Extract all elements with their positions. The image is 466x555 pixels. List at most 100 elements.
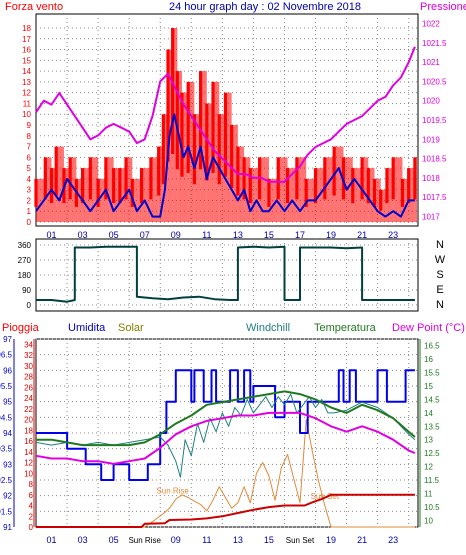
humidity-tick-label: 92.5 [0,476,13,485]
rain-tick-label: 2 [29,512,34,521]
temperature-tick-label: 12.5 [424,449,440,458]
x-tick-label: 17 [295,230,305,240]
pressure-axis-ticks: 1017 1017.5 1018 1018.5 1019 1019.5 1020 1020.5… [422,20,447,222]
solar-axis-title: Solar [118,322,144,334]
temperature-tick-label: 16 [424,355,433,364]
x-tick-label: 21 [357,230,367,240]
rain-tick-label: 8 [29,480,34,489]
gust-bar [231,125,238,222]
humidity-tick-label: 94 [3,429,12,438]
temperature-tick-label: 13.5 [424,422,440,431]
gust-bar [250,168,260,222]
gust-bar [163,114,168,222]
wind-tick-label: 17 [22,35,31,44]
dewpoint-axis-title: Dew Point (°C) [392,322,465,334]
rain-tick-label: 6 [29,491,34,500]
wind-tick-label: 2 [27,196,32,205]
gust-bar [82,168,91,222]
weather-panel-x-ticks: 01 03 05 Sun Rise 09 11 13 15 Sun Set 19 21 23 [47,535,399,545]
gust-bar [219,114,226,222]
dewpoint-line [35,411,416,465]
gust-bar [200,71,207,222]
gust-bar [368,168,375,222]
gust-bar [56,146,64,222]
temperature-tick-label: 15.5 [424,369,440,378]
pressure-tick-label: 1018 [422,174,440,183]
direction-tick-label: 90 [22,286,31,295]
direction-line [36,245,415,303]
gust-bar [225,92,232,223]
wind-tick-label: 1 [27,207,32,216]
rain-axis-title: Pioggia [2,322,40,334]
pressure-tick-label: 1019.5 [422,116,447,125]
compass-label: N [436,299,444,311]
gust-bar [402,178,409,222]
wind-tick-label: 6 [27,153,32,162]
temperature-tick-label: 15 [424,382,433,391]
gust-bar [113,168,120,222]
temperature-tick-label: 10 [424,516,433,525]
gust-bar [172,28,178,222]
pressure-tick-label: 1020 [422,97,440,106]
gust-bar [98,178,106,222]
gust-bar [141,168,151,222]
gust-bar [334,146,344,222]
pressure-tick-label: 1018.5 [422,155,447,164]
wind-tick-label: 13 [22,78,31,87]
gust-bar [90,157,99,222]
gust-bar [206,103,214,222]
solar-line [36,419,415,528]
humidity-tick-label: 93 [3,460,12,469]
x-tick-label: 13 [233,535,243,545]
wind-tick-label: 3 [27,186,32,195]
gust-bar [380,189,387,222]
wind-tick-label: 15 [22,56,31,65]
wind-tick-label: 9 [27,121,32,130]
rain-tick-label: 10 [24,469,33,478]
gust-bar [278,157,288,222]
gust-bar [244,157,251,222]
x-tick-label: 11 [202,230,211,240]
humidity-line [36,369,415,481]
rain-tick-label: 32 [24,351,33,360]
humidity-tick-label: 91.5 [0,507,13,516]
gust-bar [343,157,353,222]
x-tick-label: 03 [78,230,88,240]
pressure-tick-label: 1017.5 [422,193,447,202]
gust-bar [63,168,71,222]
wind-average-line [35,113,415,218]
x-tick-label: 15 [264,535,274,545]
gust-bar [268,178,279,222]
x-tick-label: 11 [202,535,211,545]
sunrise-marker: Sun Rise [156,487,189,496]
gust-bar [188,81,195,222]
wind-tick-label: 12 [22,89,31,98]
rain-tick-label: 26 [24,383,33,392]
x-tick-label: 09 [171,535,181,545]
wind-tick-label: 0 [27,218,32,227]
compass-label: W [435,254,446,266]
wind-tick-label: 10 [22,110,31,119]
humidity-tick-label: 94.5 [0,413,13,422]
wind-tick-label: 16 [22,46,31,55]
gust-bar [287,168,297,222]
wind-pressure-series [34,28,417,223]
x-tick-label: 03 [78,535,88,545]
temperature-tick-label: 11 [424,489,433,498]
gust-bar [362,157,369,222]
gust-bar [374,178,381,222]
gust-bar [324,157,335,222]
x-tick-label: 23 [388,535,398,545]
x-tick-label: 07 [140,230,150,240]
temperature-tick-label: 16.5 [424,342,440,351]
rain-tick-label: 0 [29,523,34,532]
humidity-tick-label: 96.5 [0,351,13,360]
x-tick-label: 09 [171,230,181,240]
gust-bar [150,157,159,222]
x-tick-label: 15 [264,230,274,240]
humidity-tick-label: 97 [3,335,12,344]
x-tick-label: 13 [233,230,243,240]
